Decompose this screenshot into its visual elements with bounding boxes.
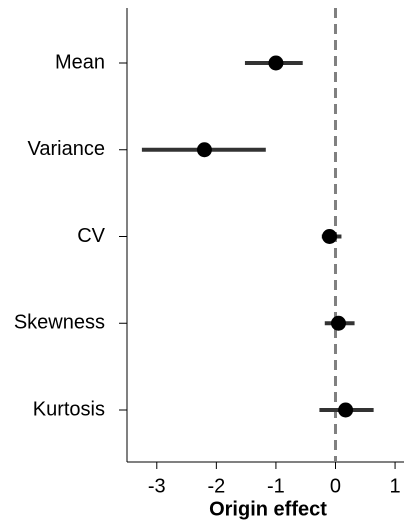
x-axis-label: Origin effect [209,498,327,520]
point [196,142,212,158]
point [330,315,346,331]
y-tick-label: Skewness [14,312,105,334]
x-tick-label: -1 [267,475,285,497]
x-tick-label: -2 [207,475,225,497]
point [322,229,338,244]
x-tick-label: 1 [390,475,401,497]
x-tick-label: 0 [330,475,341,497]
y-tick-label: Variance [28,138,105,160]
y-tick-label: Mean [55,51,105,73]
y-tick-label: CV [77,225,105,247]
y-tick-label: Kurtosis [33,398,105,420]
point [268,55,284,71]
point [338,402,354,418]
x-tick-label: -3 [148,475,166,497]
